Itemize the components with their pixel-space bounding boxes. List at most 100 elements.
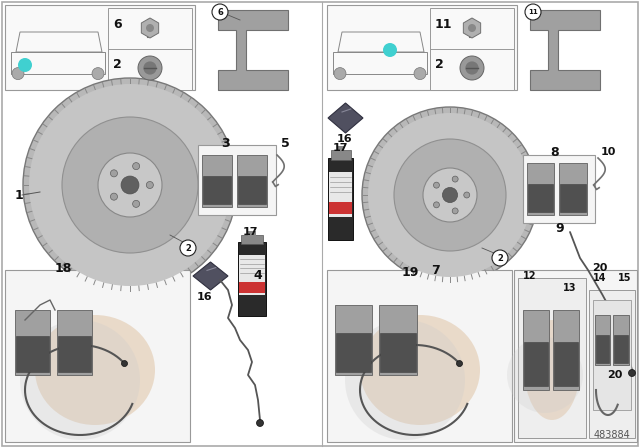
Ellipse shape [35,315,155,425]
Circle shape [138,56,162,80]
Text: 6: 6 [217,8,223,17]
Bar [553,310,579,390]
Bar [379,305,417,375]
Circle shape [368,113,532,277]
Text: 12: 12 [524,271,537,281]
Polygon shape [530,10,600,90]
Text: 2: 2 [185,244,191,253]
Circle shape [146,24,154,32]
Bar [589,290,635,438]
Circle shape [111,193,118,200]
Bar [327,270,512,442]
Bar [596,335,609,362]
Bar [524,342,548,386]
Bar [58,336,91,372]
Circle shape [525,4,541,20]
Text: 6: 6 [113,17,122,30]
Bar [613,315,628,365]
Circle shape [492,250,508,266]
Text: 18: 18 [55,262,72,275]
Bar [329,202,352,214]
Bar [614,335,628,362]
Bar [15,310,50,375]
Text: 13: 13 [563,283,577,293]
Polygon shape [328,103,363,133]
Bar [554,342,578,386]
Bar [329,172,352,217]
Bar [238,176,266,204]
Text: 9: 9 [556,221,564,234]
Circle shape [20,320,140,440]
Text: 10: 10 [600,147,616,157]
Bar [239,282,265,293]
Circle shape [334,68,346,80]
Circle shape [456,361,463,366]
Bar [327,5,517,90]
Text: 8: 8 [550,146,559,159]
Text: 20: 20 [607,370,623,380]
Polygon shape [193,262,228,290]
Text: 5: 5 [280,137,289,150]
Circle shape [414,68,426,80]
Bar [241,235,263,244]
Circle shape [465,61,479,75]
Circle shape [147,181,154,189]
Bar [430,8,514,90]
Bar [198,145,276,215]
Circle shape [507,337,583,413]
Bar [560,184,586,212]
Bar [593,300,631,410]
Circle shape [433,182,440,188]
Bar [518,278,586,438]
Bar [108,8,192,90]
Text: 15: 15 [618,273,632,283]
Circle shape [452,176,458,182]
Text: 16: 16 [197,292,213,302]
Bar [523,310,548,390]
Bar [200,5,315,95]
Bar [559,163,586,215]
Text: 483884: 483884 [593,430,630,440]
Text: 17: 17 [332,143,348,153]
Circle shape [29,84,231,286]
Circle shape [452,208,458,214]
Bar [335,305,372,375]
Bar [336,333,371,371]
Bar [238,242,266,316]
Circle shape [423,168,477,222]
Bar [328,158,353,240]
Text: 1: 1 [15,189,24,202]
Circle shape [132,200,140,207]
Bar [5,270,190,442]
Bar [239,255,265,295]
Text: 17: 17 [243,227,258,237]
Bar [337,146,344,151]
Polygon shape [218,10,288,90]
Circle shape [23,78,237,292]
Circle shape [212,4,228,20]
Bar [514,270,637,442]
Circle shape [257,419,264,426]
Bar [237,155,268,207]
Ellipse shape [525,320,579,420]
Bar [202,155,232,207]
Polygon shape [141,18,159,38]
Circle shape [18,58,32,72]
Circle shape [442,187,458,202]
Circle shape [121,176,139,194]
Text: 7: 7 [431,263,440,276]
Circle shape [628,370,636,376]
Circle shape [122,361,127,366]
Circle shape [464,192,470,198]
Text: 19: 19 [401,266,419,279]
Text: 16: 16 [337,134,353,144]
Bar [528,184,553,212]
Text: 2: 2 [113,57,122,70]
Circle shape [12,68,24,80]
Bar [56,310,92,375]
Circle shape [394,139,506,251]
Circle shape [468,24,476,32]
Bar [248,232,256,236]
Text: 20: 20 [592,263,608,273]
Ellipse shape [360,315,480,425]
